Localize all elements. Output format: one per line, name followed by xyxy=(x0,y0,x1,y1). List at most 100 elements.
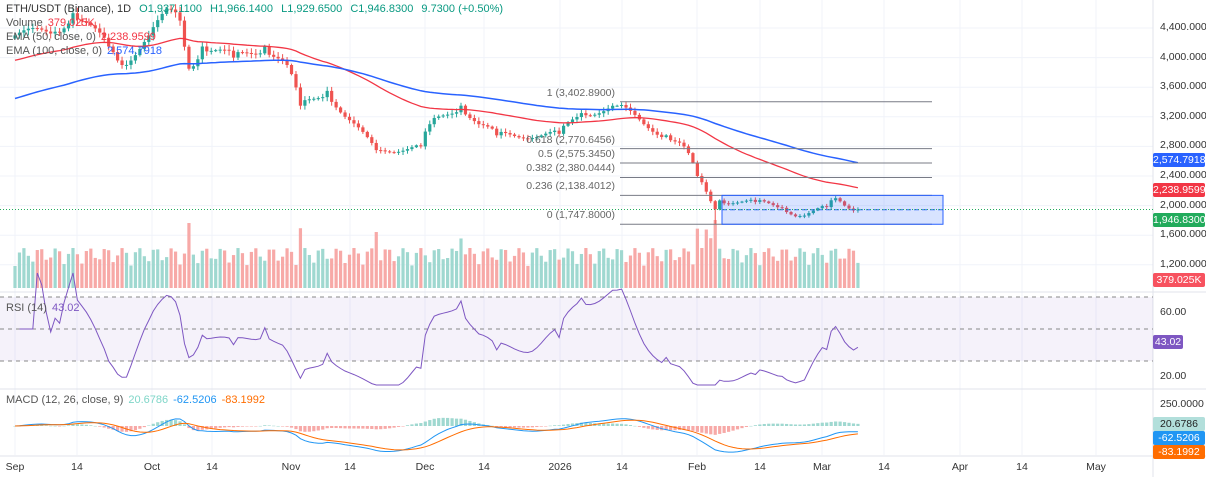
macd-histogram-bar xyxy=(816,423,820,426)
volume-bar xyxy=(441,259,445,288)
candle-body xyxy=(838,198,842,202)
volume-bar xyxy=(370,248,374,288)
macd-histogram-bar xyxy=(651,426,655,430)
volume-bar xyxy=(410,265,414,288)
candle-body xyxy=(165,8,169,14)
macd-histogram-bar xyxy=(98,426,102,427)
volume-bar xyxy=(624,261,628,288)
candle-body xyxy=(530,138,534,140)
candle-body xyxy=(825,206,829,208)
price-axis-label: 4,000.0000 xyxy=(1160,50,1206,63)
macd-histogram-bar xyxy=(245,426,249,427)
candle-body xyxy=(579,113,584,118)
fib-level-label: 0 (1,747.8000) xyxy=(546,209,615,222)
candle-body xyxy=(352,120,356,124)
macd-histogram-bar xyxy=(624,424,628,426)
volume-legend[interactable]: Volume 379.025K xyxy=(6,17,100,30)
volume-bar xyxy=(307,254,311,288)
volume-bar xyxy=(825,262,829,288)
macd-histogram-bar xyxy=(107,426,111,429)
x-tick-label: Dec xyxy=(415,461,435,473)
candle-body xyxy=(691,153,695,163)
candle-body xyxy=(93,25,97,29)
candle-body xyxy=(410,147,414,150)
candle-body xyxy=(834,198,838,201)
macd-histogram-bar xyxy=(704,426,708,434)
candle-body xyxy=(677,141,682,143)
volume-bar xyxy=(771,256,775,288)
volume-bar xyxy=(84,251,88,288)
candle-body xyxy=(89,22,93,26)
ema50-legend[interactable]: EMA (50, close, 0) 2,238.9599 xyxy=(6,31,161,44)
macd-histogram-bar xyxy=(330,426,334,428)
volume-bar xyxy=(535,248,539,288)
volume-bar xyxy=(798,248,802,288)
macd-histogram-bar xyxy=(856,423,860,426)
change-value: 9.7300 (+0.50%) xyxy=(421,3,504,15)
volume-bar xyxy=(463,254,468,288)
macd-histogram-bar xyxy=(776,423,780,426)
volume-bar xyxy=(223,250,227,288)
macd-histogram-bar xyxy=(727,426,731,432)
macd-histogram-bar xyxy=(80,424,84,426)
macd-legend[interactable]: MACD (12, 26, close, 9) 20.6786 -62.5206 -8… xyxy=(6,394,270,407)
macd-histogram-bar xyxy=(602,423,606,426)
volume-bar xyxy=(196,263,200,288)
candle-body xyxy=(285,59,289,65)
symbol-title[interactable]: ETH/USDT (Binance), 1D xyxy=(6,3,132,15)
volume-bar xyxy=(499,249,503,288)
volume-bar xyxy=(281,256,285,288)
macd-histogram-bar xyxy=(597,423,601,426)
macd-histogram-bar xyxy=(642,426,646,428)
volume-value: 379.025K xyxy=(47,17,95,29)
candle-body xyxy=(75,13,80,20)
volume-bar xyxy=(285,248,289,288)
candle-body xyxy=(316,98,320,100)
fib-level-label: 0.382 (2,380.0444) xyxy=(526,162,615,175)
candle-body xyxy=(432,117,436,125)
candle-body xyxy=(388,151,392,153)
macd-histogram-bar xyxy=(374,426,378,430)
candle-body xyxy=(214,50,218,52)
candle-body xyxy=(762,200,766,202)
macd-histogram-bar xyxy=(851,423,856,426)
volume-bar xyxy=(93,257,97,288)
macd-histogram-bar xyxy=(428,420,432,426)
candle-body xyxy=(602,111,606,114)
volume-bar xyxy=(459,238,463,288)
ema100-legend[interactable]: EMA (100, close, 0) 2,574.7918 xyxy=(6,45,167,58)
macd-histogram-bar xyxy=(392,426,396,428)
volume-bar xyxy=(486,248,490,288)
macd-histogram-bar xyxy=(834,421,838,426)
volume-bar xyxy=(98,259,102,288)
candle-body xyxy=(557,130,561,134)
macd-histogram-bar xyxy=(802,424,807,426)
macd-histogram-bar xyxy=(700,426,704,433)
macd-histogram-bar xyxy=(454,418,459,426)
rsi-legend[interactable]: RSI (14) 43.02 xyxy=(6,302,85,315)
volume-bar xyxy=(294,264,298,288)
macd-histogram-bar xyxy=(722,426,726,433)
macd-hist-tag: 20.6786 xyxy=(1153,417,1205,431)
candle-body xyxy=(816,208,820,211)
candle-body xyxy=(660,134,664,138)
candle-body xyxy=(709,191,713,202)
macd-histogram-bar xyxy=(236,426,240,427)
volume-bar xyxy=(437,249,441,288)
volume-bar xyxy=(811,253,815,288)
candle-body xyxy=(437,116,441,118)
x-tick-label: Apr xyxy=(951,461,969,473)
volume-bar xyxy=(584,248,588,288)
candle-body xyxy=(553,130,557,132)
candle-body xyxy=(405,149,410,151)
volume-bar xyxy=(615,249,619,288)
macd-histogram-bar xyxy=(405,425,410,426)
macd-histogram-bar xyxy=(637,426,641,427)
candle-body xyxy=(820,206,824,209)
candle-body xyxy=(829,200,833,208)
volume-bar xyxy=(789,260,793,288)
volume-bar xyxy=(718,248,722,288)
candle-body xyxy=(245,52,249,54)
